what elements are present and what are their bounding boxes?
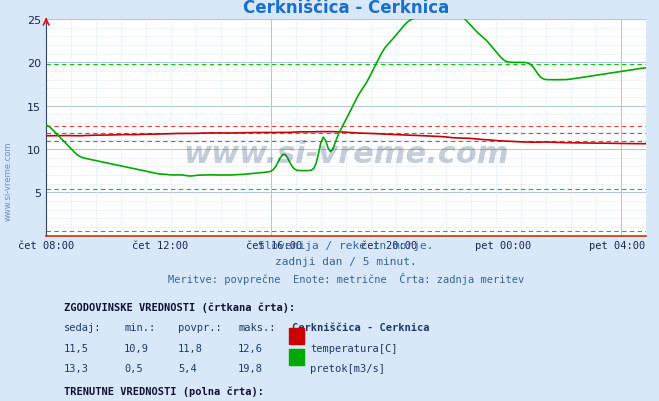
Text: 5,4: 5,4 — [178, 363, 197, 373]
Text: www.si-vreme.com: www.si-vreme.com — [183, 140, 509, 168]
Text: 12,6: 12,6 — [238, 343, 263, 353]
Text: 11,5: 11,5 — [64, 343, 89, 353]
Text: www.si-vreme.com: www.si-vreme.com — [4, 141, 13, 220]
Text: 10,9: 10,9 — [124, 343, 149, 353]
Text: 11,8: 11,8 — [178, 343, 203, 353]
Text: 19,8: 19,8 — [238, 363, 263, 373]
Text: maks.:: maks.: — [238, 322, 275, 332]
Title: Cerkniščica - Cerknica: Cerkniščica - Cerknica — [243, 0, 449, 17]
Text: 13,3: 13,3 — [64, 363, 89, 373]
Text: Cerkniščica - Cerknica: Cerkniščica - Cerknica — [292, 322, 430, 332]
Text: zadnji dan / 5 minut.: zadnji dan / 5 minut. — [275, 256, 417, 266]
Text: pretok[m3/s]: pretok[m3/s] — [310, 363, 385, 373]
Text: min.:: min.: — [124, 322, 156, 332]
Text: povpr.:: povpr.: — [178, 322, 222, 332]
Text: 0,5: 0,5 — [124, 363, 143, 373]
Text: Meritve: povprečne  Enote: metrične  Črta: zadnja meritev: Meritve: povprečne Enote: metrične Črta:… — [168, 272, 524, 284]
Text: Slovenija / reke in morje.: Slovenija / reke in morje. — [258, 241, 434, 251]
Text: TRENUTNE VREDNOSTI (polna črta):: TRENUTNE VREDNOSTI (polna črta): — [64, 385, 264, 396]
Text: temperatura[C]: temperatura[C] — [310, 343, 397, 353]
Bar — [289, 349, 304, 365]
Text: sedaj:: sedaj: — [64, 322, 101, 332]
Bar — [289, 328, 304, 344]
Text: ZGODOVINSKE VREDNOSTI (črtkana črta):: ZGODOVINSKE VREDNOSTI (črtkana črta): — [64, 302, 295, 312]
